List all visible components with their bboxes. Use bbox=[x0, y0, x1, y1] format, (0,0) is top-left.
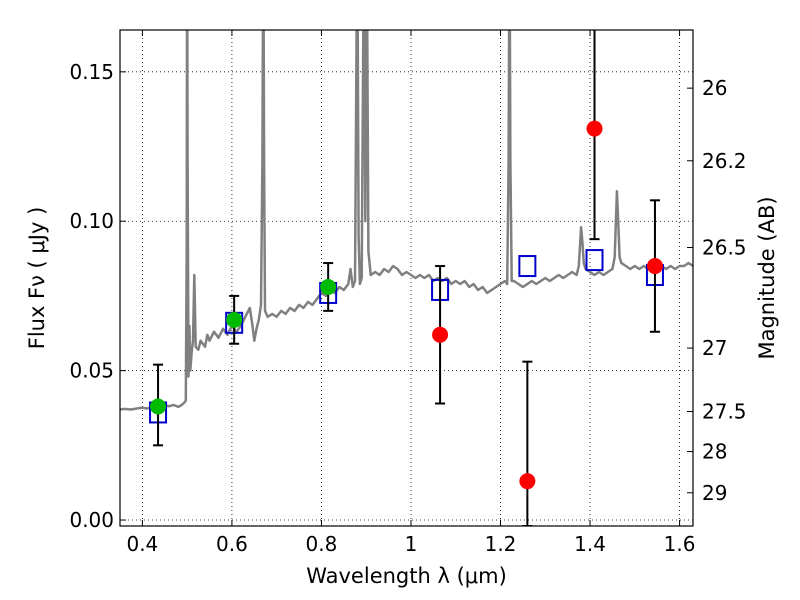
photometry-layer bbox=[149, 30, 664, 526]
mag-tick-label: 27.5 bbox=[702, 400, 747, 424]
mag-tick-label: 26.5 bbox=[702, 236, 747, 260]
green-data-point bbox=[226, 311, 243, 328]
x-tick-label: 1.4 bbox=[574, 532, 606, 556]
model-spectrum-series bbox=[120, 30, 693, 411]
red-data-point bbox=[432, 326, 449, 343]
x-tick-label: 0.4 bbox=[126, 532, 158, 556]
mag-tick-label: 28 bbox=[702, 440, 727, 464]
plot-frame bbox=[119, 29, 694, 527]
right-axis-label: Magnitude (AB) bbox=[755, 196, 779, 359]
model-photometry-square bbox=[585, 249, 604, 272]
x-tick-label: 1 bbox=[405, 532, 418, 556]
y-tick-label: 0.05 bbox=[69, 359, 114, 383]
red-data-point bbox=[646, 258, 663, 275]
x-tick-label: 1.2 bbox=[485, 532, 517, 556]
y-tick-label: 0.10 bbox=[69, 209, 114, 233]
y-axis-label: Flux Fν ( μJy ) bbox=[25, 207, 49, 350]
x-axis-label: Wavelength λ (μm) bbox=[306, 564, 507, 588]
mag-tick-label: 27 bbox=[702, 336, 727, 360]
x-tick-label: 0.6 bbox=[216, 532, 248, 556]
red-data-point bbox=[586, 120, 603, 137]
x-tick-label: 1.6 bbox=[664, 532, 696, 556]
x-tick-label: 0.8 bbox=[306, 532, 338, 556]
y-tick-label: 0.00 bbox=[69, 508, 114, 532]
mag-tick-label: 29 bbox=[702, 481, 727, 505]
y-tick-label: 0.15 bbox=[69, 60, 114, 84]
mag-tick-label: 26.2 bbox=[702, 149, 747, 173]
green-data-point bbox=[150, 398, 167, 415]
axis-ticks: 0.4 0.6 0.8 1 1.2 1.4 1.6 0.00 0.05 0.10 0.15 26 26.… bbox=[69, 30, 747, 556]
green-data-point bbox=[320, 278, 337, 295]
model-photometry-square bbox=[518, 255, 537, 278]
mag-tick-label: 26 bbox=[702, 76, 727, 100]
red-data-point bbox=[519, 473, 536, 490]
spectrum-line bbox=[120, 30, 693, 411]
grid bbox=[120, 30, 693, 526]
